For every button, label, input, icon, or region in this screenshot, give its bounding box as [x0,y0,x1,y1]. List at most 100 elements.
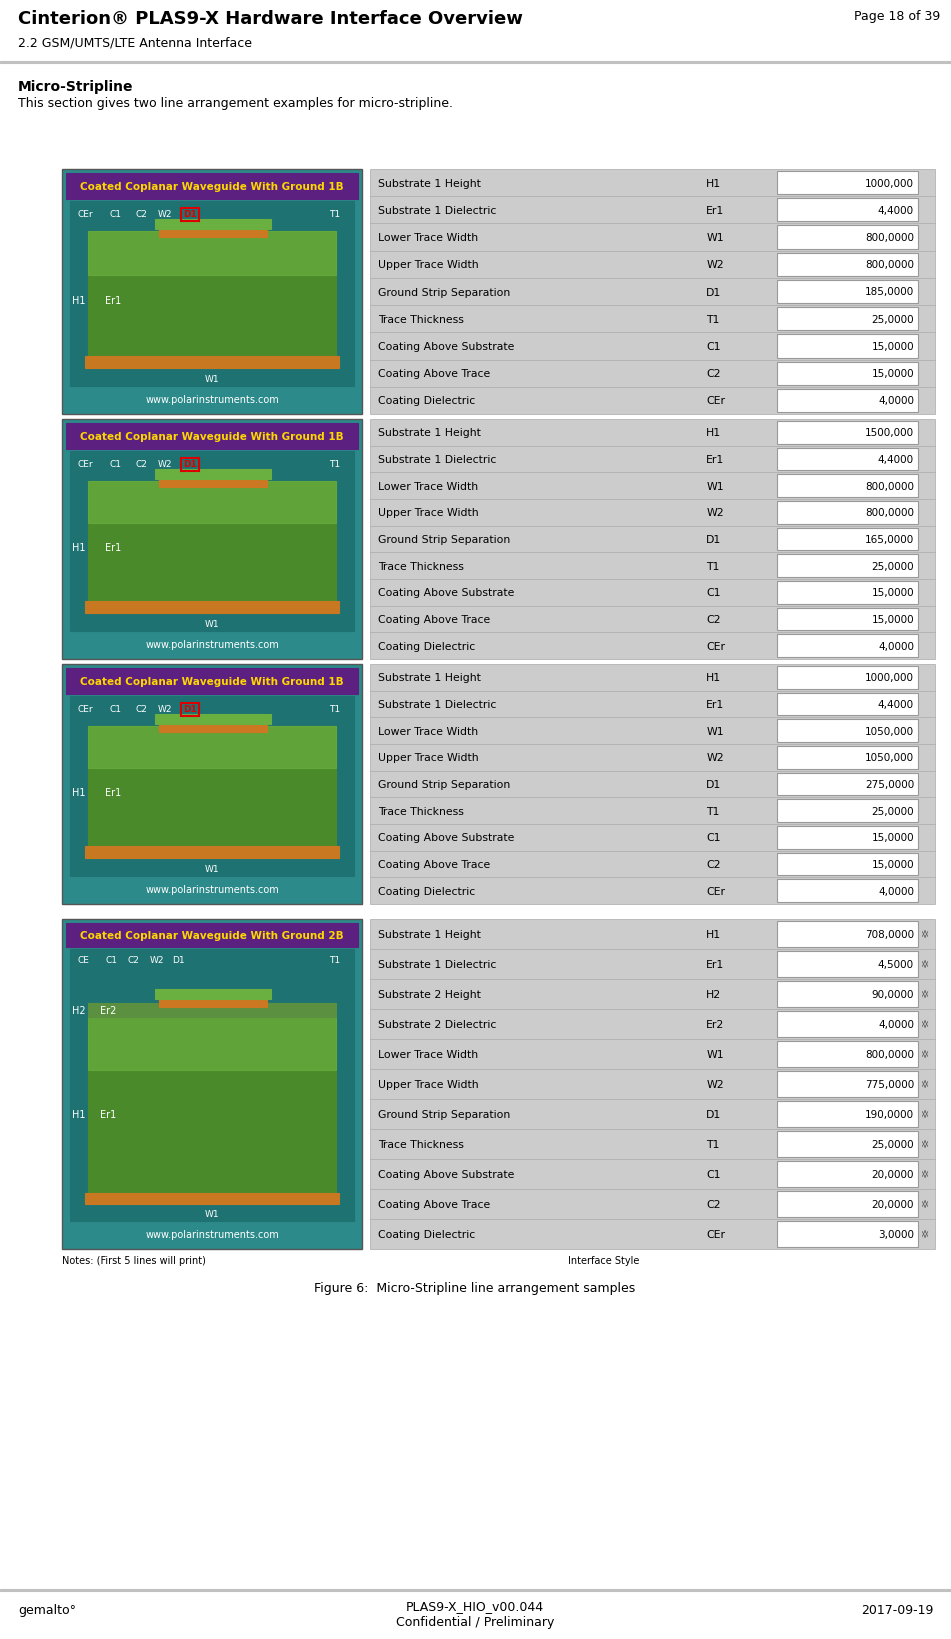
Text: Ground Strip Separation: Ground Strip Separation [378,780,511,790]
Text: T1: T1 [329,705,340,713]
Text: Coated Coplanar Waveguide With Ground 1B: Coated Coplanar Waveguide With Ground 1B [80,677,344,687]
Bar [777,1101,918,1128]
Text: 15,0000: 15,0000 [871,615,914,624]
Text: 15,0000: 15,0000 [871,588,914,598]
Bar [777,1221,918,1247]
Bar [777,608,918,631]
Bar [777,254,918,277]
Text: D1: D1 [172,956,184,964]
Text: Page 18 of 39: Page 18 of 39 [854,10,940,23]
Bar [777,880,918,903]
Bar [777,334,918,359]
Text: Interface Style: Interface Style [568,1255,639,1265]
Text: 800,0000: 800,0000 [865,1049,914,1059]
Bar [777,1041,918,1067]
Text: D1: D1 [707,287,722,297]
Bar [181,208,199,221]
Text: Substrate 1 Height: Substrate 1 Height [378,179,481,188]
Text: Notes: (First 5 lines will print): Notes: (First 5 lines will print) [62,1255,205,1265]
Text: Ground Strip Separation: Ground Strip Separation [378,287,511,297]
Text: 15,0000: 15,0000 [871,833,914,842]
Text: Cinterion® PLAS9-X Hardware Interface Overview: Cinterion® PLAS9-X Hardware Interface Ov… [18,10,523,28]
Text: C2: C2 [135,210,146,220]
Bar [85,846,339,859]
Text: This section gives two line arrangement examples for micro-stripline.: This section gives two line arrangement … [18,97,453,110]
Text: Er1: Er1 [707,454,725,465]
Bar [370,919,935,1249]
Text: Coating Above Trace: Coating Above Trace [378,369,491,379]
Bar [88,482,336,524]
Text: 4,5000: 4,5000 [878,959,914,969]
Text: Ground Strip Separation: Ground Strip Separation [378,1110,511,1119]
Bar [85,357,339,369]
Text: 25,0000: 25,0000 [871,806,914,816]
Text: 20,0000: 20,0000 [871,1169,914,1180]
Text: CE: CE [78,956,90,964]
Text: Substrate 2 Height: Substrate 2 Height [378,990,481,1000]
Text: W2: W2 [707,1080,724,1090]
Text: Trace Thickness: Trace Thickness [378,1139,464,1149]
Bar [777,226,918,249]
Text: 800,0000: 800,0000 [865,508,914,518]
Text: Coating Above Substrate: Coating Above Substrate [378,343,514,352]
Bar [155,220,271,229]
Bar [777,1011,918,1037]
Bar [370,420,935,659]
Text: www.polarinstruments.com: www.polarinstruments.com [146,395,279,405]
Text: 25,0000: 25,0000 [871,315,914,325]
Text: Coating Above Trace: Coating Above Trace [378,859,491,869]
Text: T1: T1 [707,561,720,572]
Text: Upper Trace Width: Upper Trace Width [378,1080,478,1090]
Text: Er1: Er1 [707,700,725,710]
Text: W1: W1 [204,1210,220,1218]
Text: H1: H1 [707,179,721,188]
Text: Substrate 1 Dielectric: Substrate 1 Dielectric [378,454,496,465]
Text: C2: C2 [707,615,721,624]
Bar [777,449,918,470]
Text: Coated Coplanar Waveguide With Ground 1B: Coated Coplanar Waveguide With Ground 1B [80,431,344,443]
Bar [155,715,271,724]
Text: Lower Trace Width: Lower Trace Width [378,1049,478,1059]
Text: Lower Trace Width: Lower Trace Width [378,233,478,243]
Bar [70,452,354,631]
Bar [777,982,918,1008]
Bar [159,724,267,733]
Text: Er1: Er1 [100,1110,116,1119]
Text: H1: H1 [72,543,86,552]
Text: 800,0000: 800,0000 [865,482,914,492]
Bar [88,231,336,357]
Text: 800,0000: 800,0000 [865,261,914,270]
Text: D1: D1 [183,705,197,713]
Text: Trace Thickness: Trace Thickness [378,806,464,816]
Bar [66,174,358,200]
Text: Coating Above Substrate: Coating Above Substrate [378,833,514,842]
Text: Coating Dielectric: Coating Dielectric [378,397,476,406]
Bar [155,470,271,480]
Text: D1: D1 [707,534,722,544]
Text: H1: H1 [72,1110,86,1119]
Text: CEr: CEr [78,705,93,713]
Text: Coated Coplanar Waveguide With Ground 2B: Coated Coplanar Waveguide With Ground 2B [80,931,344,941]
Text: 4,0000: 4,0000 [878,641,914,651]
Text: 1000,000: 1000,000 [865,674,914,683]
Text: 25,0000: 25,0000 [871,1139,914,1149]
Bar [777,390,918,413]
Text: 4,0000: 4,0000 [878,397,914,406]
Text: C1: C1 [106,956,118,964]
Text: W1: W1 [707,233,724,243]
Text: T1: T1 [329,459,340,469]
Text: W2: W2 [707,508,724,518]
Text: D1: D1 [707,1110,722,1119]
Bar [88,726,336,769]
Bar [85,602,339,613]
Bar [777,528,918,551]
Text: C1: C1 [110,705,122,713]
Text: Coated Coplanar Waveguide With Ground 1B: Coated Coplanar Waveguide With Ground 1B [80,182,344,192]
Text: Figure 6:  Micro-Stripline line arrangement samples: Figure 6: Micro-Stripline line arrangeme… [315,1282,635,1295]
Text: H1: H1 [72,787,86,798]
Bar [85,1193,339,1205]
Text: Coating Dielectric: Coating Dielectric [378,641,476,651]
Text: W1: W1 [707,1049,724,1059]
Text: Substrate 2 Dielectric: Substrate 2 Dielectric [378,1019,496,1029]
Bar [62,420,362,659]
